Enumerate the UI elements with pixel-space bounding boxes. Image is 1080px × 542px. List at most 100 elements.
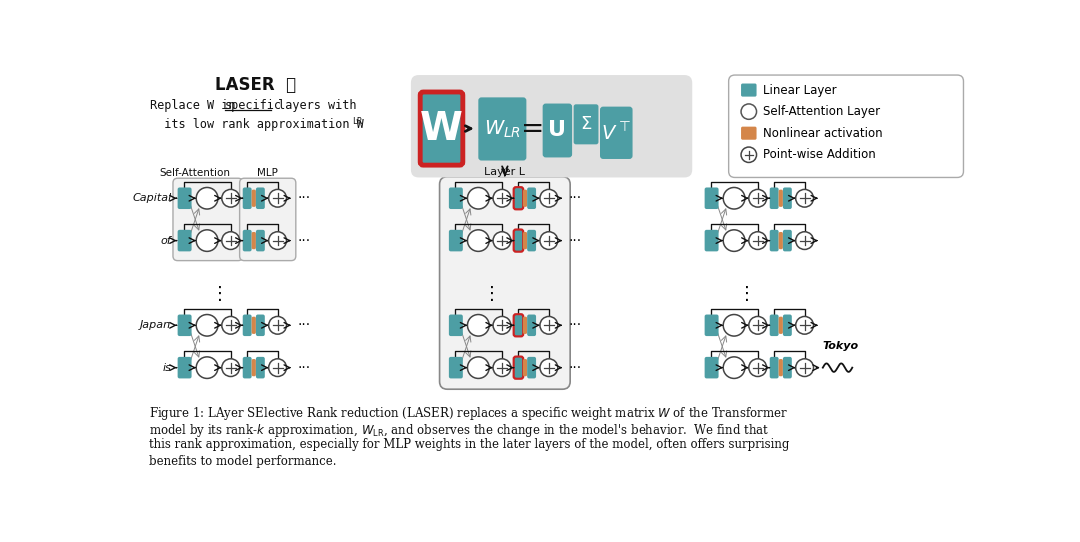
FancyBboxPatch shape xyxy=(173,178,243,261)
FancyBboxPatch shape xyxy=(252,232,256,249)
FancyBboxPatch shape xyxy=(177,357,191,378)
Circle shape xyxy=(269,232,286,249)
Circle shape xyxy=(269,359,286,377)
FancyBboxPatch shape xyxy=(741,127,757,140)
FancyBboxPatch shape xyxy=(514,230,523,251)
Text: ⋮: ⋮ xyxy=(739,285,756,303)
Text: ···: ··· xyxy=(568,234,582,248)
FancyBboxPatch shape xyxy=(440,177,570,389)
Text: ···: ··· xyxy=(568,191,582,205)
Circle shape xyxy=(741,147,757,163)
Text: U: U xyxy=(549,120,566,140)
FancyBboxPatch shape xyxy=(256,357,265,378)
FancyBboxPatch shape xyxy=(420,92,463,165)
FancyBboxPatch shape xyxy=(704,357,718,378)
Text: ···: ··· xyxy=(297,360,310,375)
FancyBboxPatch shape xyxy=(243,188,252,209)
Circle shape xyxy=(468,314,489,336)
FancyBboxPatch shape xyxy=(523,359,527,376)
Circle shape xyxy=(197,230,218,251)
Text: $W_{LR}$: $W_{LR}$ xyxy=(484,118,521,140)
Circle shape xyxy=(796,189,813,207)
Circle shape xyxy=(748,232,767,249)
Text: Capital: Capital xyxy=(132,193,172,203)
Circle shape xyxy=(221,232,240,249)
FancyBboxPatch shape xyxy=(177,188,191,209)
FancyBboxPatch shape xyxy=(515,358,522,378)
Circle shape xyxy=(468,230,489,251)
Text: specific: specific xyxy=(225,99,282,112)
Text: Self-Attention: Self-Attention xyxy=(159,168,230,178)
Circle shape xyxy=(468,357,489,378)
Text: LR: LR xyxy=(352,117,362,126)
FancyBboxPatch shape xyxy=(779,190,783,207)
FancyBboxPatch shape xyxy=(256,188,265,209)
Text: Self-Attention Layer: Self-Attention Layer xyxy=(762,105,880,118)
Circle shape xyxy=(494,189,511,207)
Circle shape xyxy=(468,188,489,209)
FancyBboxPatch shape xyxy=(514,357,523,378)
FancyBboxPatch shape xyxy=(240,178,296,261)
Text: ⋮: ⋮ xyxy=(483,285,500,303)
Circle shape xyxy=(269,317,286,334)
FancyBboxPatch shape xyxy=(243,357,252,378)
FancyBboxPatch shape xyxy=(523,317,527,334)
Circle shape xyxy=(724,230,745,251)
FancyBboxPatch shape xyxy=(449,230,463,251)
FancyBboxPatch shape xyxy=(252,317,256,334)
FancyBboxPatch shape xyxy=(542,104,572,157)
Text: W: W xyxy=(420,109,463,147)
FancyBboxPatch shape xyxy=(527,314,536,336)
Circle shape xyxy=(494,359,511,377)
Circle shape xyxy=(221,359,240,377)
FancyBboxPatch shape xyxy=(770,188,779,209)
Circle shape xyxy=(796,232,813,249)
FancyBboxPatch shape xyxy=(514,188,523,209)
Circle shape xyxy=(221,189,240,207)
Circle shape xyxy=(748,189,767,207)
FancyBboxPatch shape xyxy=(256,230,265,251)
Text: ···: ··· xyxy=(297,234,310,248)
Circle shape xyxy=(796,359,813,377)
FancyBboxPatch shape xyxy=(515,188,522,208)
Circle shape xyxy=(748,317,767,334)
Circle shape xyxy=(796,317,813,334)
FancyBboxPatch shape xyxy=(523,232,527,249)
FancyBboxPatch shape xyxy=(515,315,522,335)
Circle shape xyxy=(724,314,745,336)
FancyBboxPatch shape xyxy=(779,317,783,334)
Text: ⋮: ⋮ xyxy=(212,285,229,303)
Circle shape xyxy=(494,232,511,249)
FancyBboxPatch shape xyxy=(256,314,265,336)
FancyBboxPatch shape xyxy=(515,230,522,250)
Text: MLP: MLP xyxy=(257,168,279,178)
Circle shape xyxy=(197,357,218,378)
Text: layers with: layers with xyxy=(271,99,356,112)
FancyBboxPatch shape xyxy=(783,230,792,251)
Circle shape xyxy=(724,357,745,378)
FancyBboxPatch shape xyxy=(243,314,252,336)
FancyBboxPatch shape xyxy=(779,359,783,376)
FancyBboxPatch shape xyxy=(523,190,527,207)
Circle shape xyxy=(269,189,286,207)
FancyBboxPatch shape xyxy=(478,98,526,160)
FancyBboxPatch shape xyxy=(783,188,792,209)
Text: Tokyo: Tokyo xyxy=(823,341,859,351)
FancyBboxPatch shape xyxy=(449,188,463,209)
Circle shape xyxy=(748,359,767,377)
Text: Layer L: Layer L xyxy=(484,167,525,177)
FancyBboxPatch shape xyxy=(783,314,792,336)
Text: Point-wise Addition: Point-wise Addition xyxy=(762,149,876,161)
FancyBboxPatch shape xyxy=(783,357,792,378)
Circle shape xyxy=(741,104,757,119)
FancyBboxPatch shape xyxy=(177,314,191,336)
FancyBboxPatch shape xyxy=(252,190,256,207)
Circle shape xyxy=(540,317,557,334)
Text: ···: ··· xyxy=(568,360,582,375)
Text: ···: ··· xyxy=(297,191,310,205)
Text: LASER  🪄: LASER 🪄 xyxy=(215,76,296,94)
Circle shape xyxy=(540,359,557,377)
FancyBboxPatch shape xyxy=(600,107,633,159)
FancyBboxPatch shape xyxy=(177,230,191,251)
FancyBboxPatch shape xyxy=(449,357,463,378)
